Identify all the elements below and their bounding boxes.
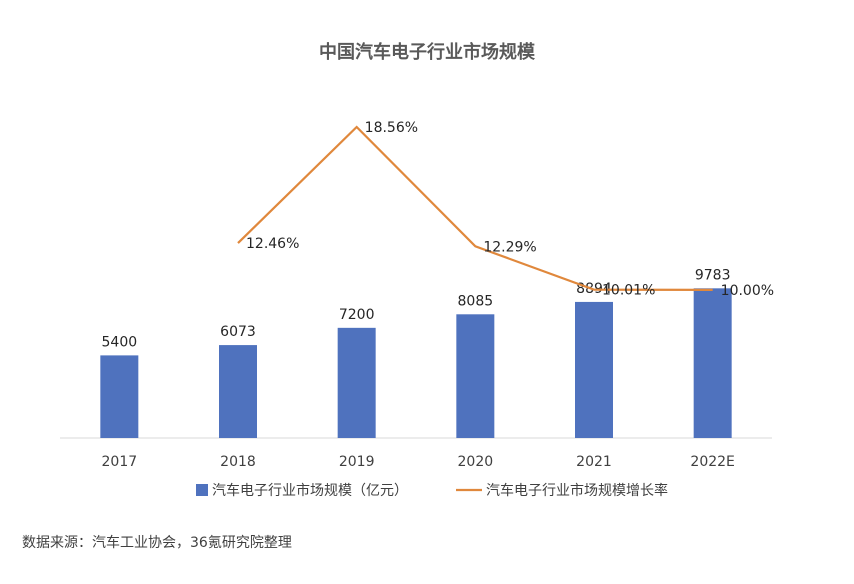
bar-value-label-2017: 5400: [102, 334, 138, 350]
bar-value-label-2022E: 9783: [695, 267, 731, 283]
bar-2020: [456, 314, 495, 438]
growth-label-2022E: 10.00%: [721, 283, 774, 299]
x-tick-label-2018: 2018: [220, 454, 256, 470]
bar-value-label-2019: 7200: [339, 307, 375, 323]
source-note: 数据来源：汽车工业协会，36氪研究院整理: [22, 535, 292, 551]
growth-rate-line: [237, 125, 713, 291]
bar-2022E: [693, 288, 732, 438]
x-tick-label-2017: 2017: [102, 454, 138, 470]
legend-line-label: 汽车电子行业市场规模增长率: [486, 482, 668, 499]
x-tick-label-2021: 2021: [576, 454, 612, 470]
bar-value-label-2018: 6073: [220, 324, 256, 340]
chart-title: 中国汽车电子行业市场规模: [319, 42, 535, 63]
x-tick-label-2022E: 2022E: [690, 454, 734, 470]
growth-label-2020: 12.29%: [483, 239, 536, 255]
legend-bar-label: 汽车电子行业市场规模（亿元）: [212, 482, 408, 499]
bar-value-label-2020: 8085: [458, 293, 494, 309]
growth-label-2019: 18.56%: [365, 120, 418, 136]
x-tick-label-2020: 2020: [458, 454, 494, 470]
growth-label-2021: 10.01%: [602, 283, 655, 299]
bar-2019: [337, 327, 376, 438]
x-tick-label-2019: 2019: [339, 454, 375, 470]
bar-2018: [219, 345, 257, 438]
legend-bar-swatch: [196, 484, 208, 496]
bar-2017: [100, 355, 139, 438]
growth-label-2018: 12.46%: [246, 236, 299, 252]
bar-2021: [575, 301, 613, 438]
